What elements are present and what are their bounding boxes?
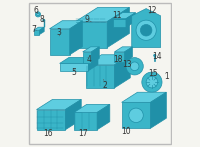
Circle shape xyxy=(35,12,41,17)
Polygon shape xyxy=(114,52,125,62)
Polygon shape xyxy=(50,21,82,29)
Circle shape xyxy=(136,20,156,40)
Polygon shape xyxy=(113,19,126,27)
Circle shape xyxy=(142,72,162,92)
Text: 15: 15 xyxy=(148,69,157,78)
Polygon shape xyxy=(34,30,39,35)
Circle shape xyxy=(43,19,45,21)
Polygon shape xyxy=(86,65,114,88)
Text: 2: 2 xyxy=(103,79,107,90)
Polygon shape xyxy=(70,21,82,55)
Text: 14: 14 xyxy=(152,52,162,61)
Polygon shape xyxy=(34,27,44,30)
Text: 10: 10 xyxy=(121,127,131,136)
Circle shape xyxy=(129,108,143,123)
Polygon shape xyxy=(75,22,107,47)
Text: 1: 1 xyxy=(165,72,169,81)
Polygon shape xyxy=(39,27,44,35)
Polygon shape xyxy=(83,47,99,52)
Text: 12: 12 xyxy=(147,6,157,15)
Polygon shape xyxy=(65,100,81,130)
Polygon shape xyxy=(150,92,166,128)
Text: 17: 17 xyxy=(78,129,88,138)
Polygon shape xyxy=(126,13,135,27)
Circle shape xyxy=(140,24,152,36)
Polygon shape xyxy=(114,47,132,52)
Polygon shape xyxy=(125,47,132,62)
Text: 16: 16 xyxy=(43,129,53,138)
Polygon shape xyxy=(75,7,129,22)
Text: 11: 11 xyxy=(112,11,122,20)
Polygon shape xyxy=(114,55,130,88)
Text: 18: 18 xyxy=(113,55,122,64)
Text: 9: 9 xyxy=(85,15,91,24)
Circle shape xyxy=(126,58,143,75)
Polygon shape xyxy=(113,13,135,19)
Polygon shape xyxy=(91,47,99,63)
Text: 3: 3 xyxy=(56,28,61,37)
Polygon shape xyxy=(60,57,98,63)
Polygon shape xyxy=(37,100,81,110)
Text: 7: 7 xyxy=(31,25,37,34)
Circle shape xyxy=(130,62,139,71)
Polygon shape xyxy=(74,112,97,130)
Text: 6: 6 xyxy=(33,6,38,15)
Polygon shape xyxy=(122,102,150,128)
Circle shape xyxy=(146,76,158,88)
Polygon shape xyxy=(88,57,98,71)
Polygon shape xyxy=(50,29,70,55)
Polygon shape xyxy=(37,110,65,130)
Text: 13: 13 xyxy=(122,60,131,69)
Circle shape xyxy=(154,54,156,57)
Polygon shape xyxy=(97,104,110,130)
Text: 4: 4 xyxy=(87,55,92,64)
Polygon shape xyxy=(132,9,161,47)
Polygon shape xyxy=(60,63,88,71)
Polygon shape xyxy=(83,52,91,63)
Polygon shape xyxy=(107,7,129,47)
Polygon shape xyxy=(74,104,110,112)
Circle shape xyxy=(37,13,39,16)
Text: 8: 8 xyxy=(40,15,45,24)
Polygon shape xyxy=(86,55,130,65)
Polygon shape xyxy=(122,92,166,102)
Text: 5: 5 xyxy=(71,68,76,77)
